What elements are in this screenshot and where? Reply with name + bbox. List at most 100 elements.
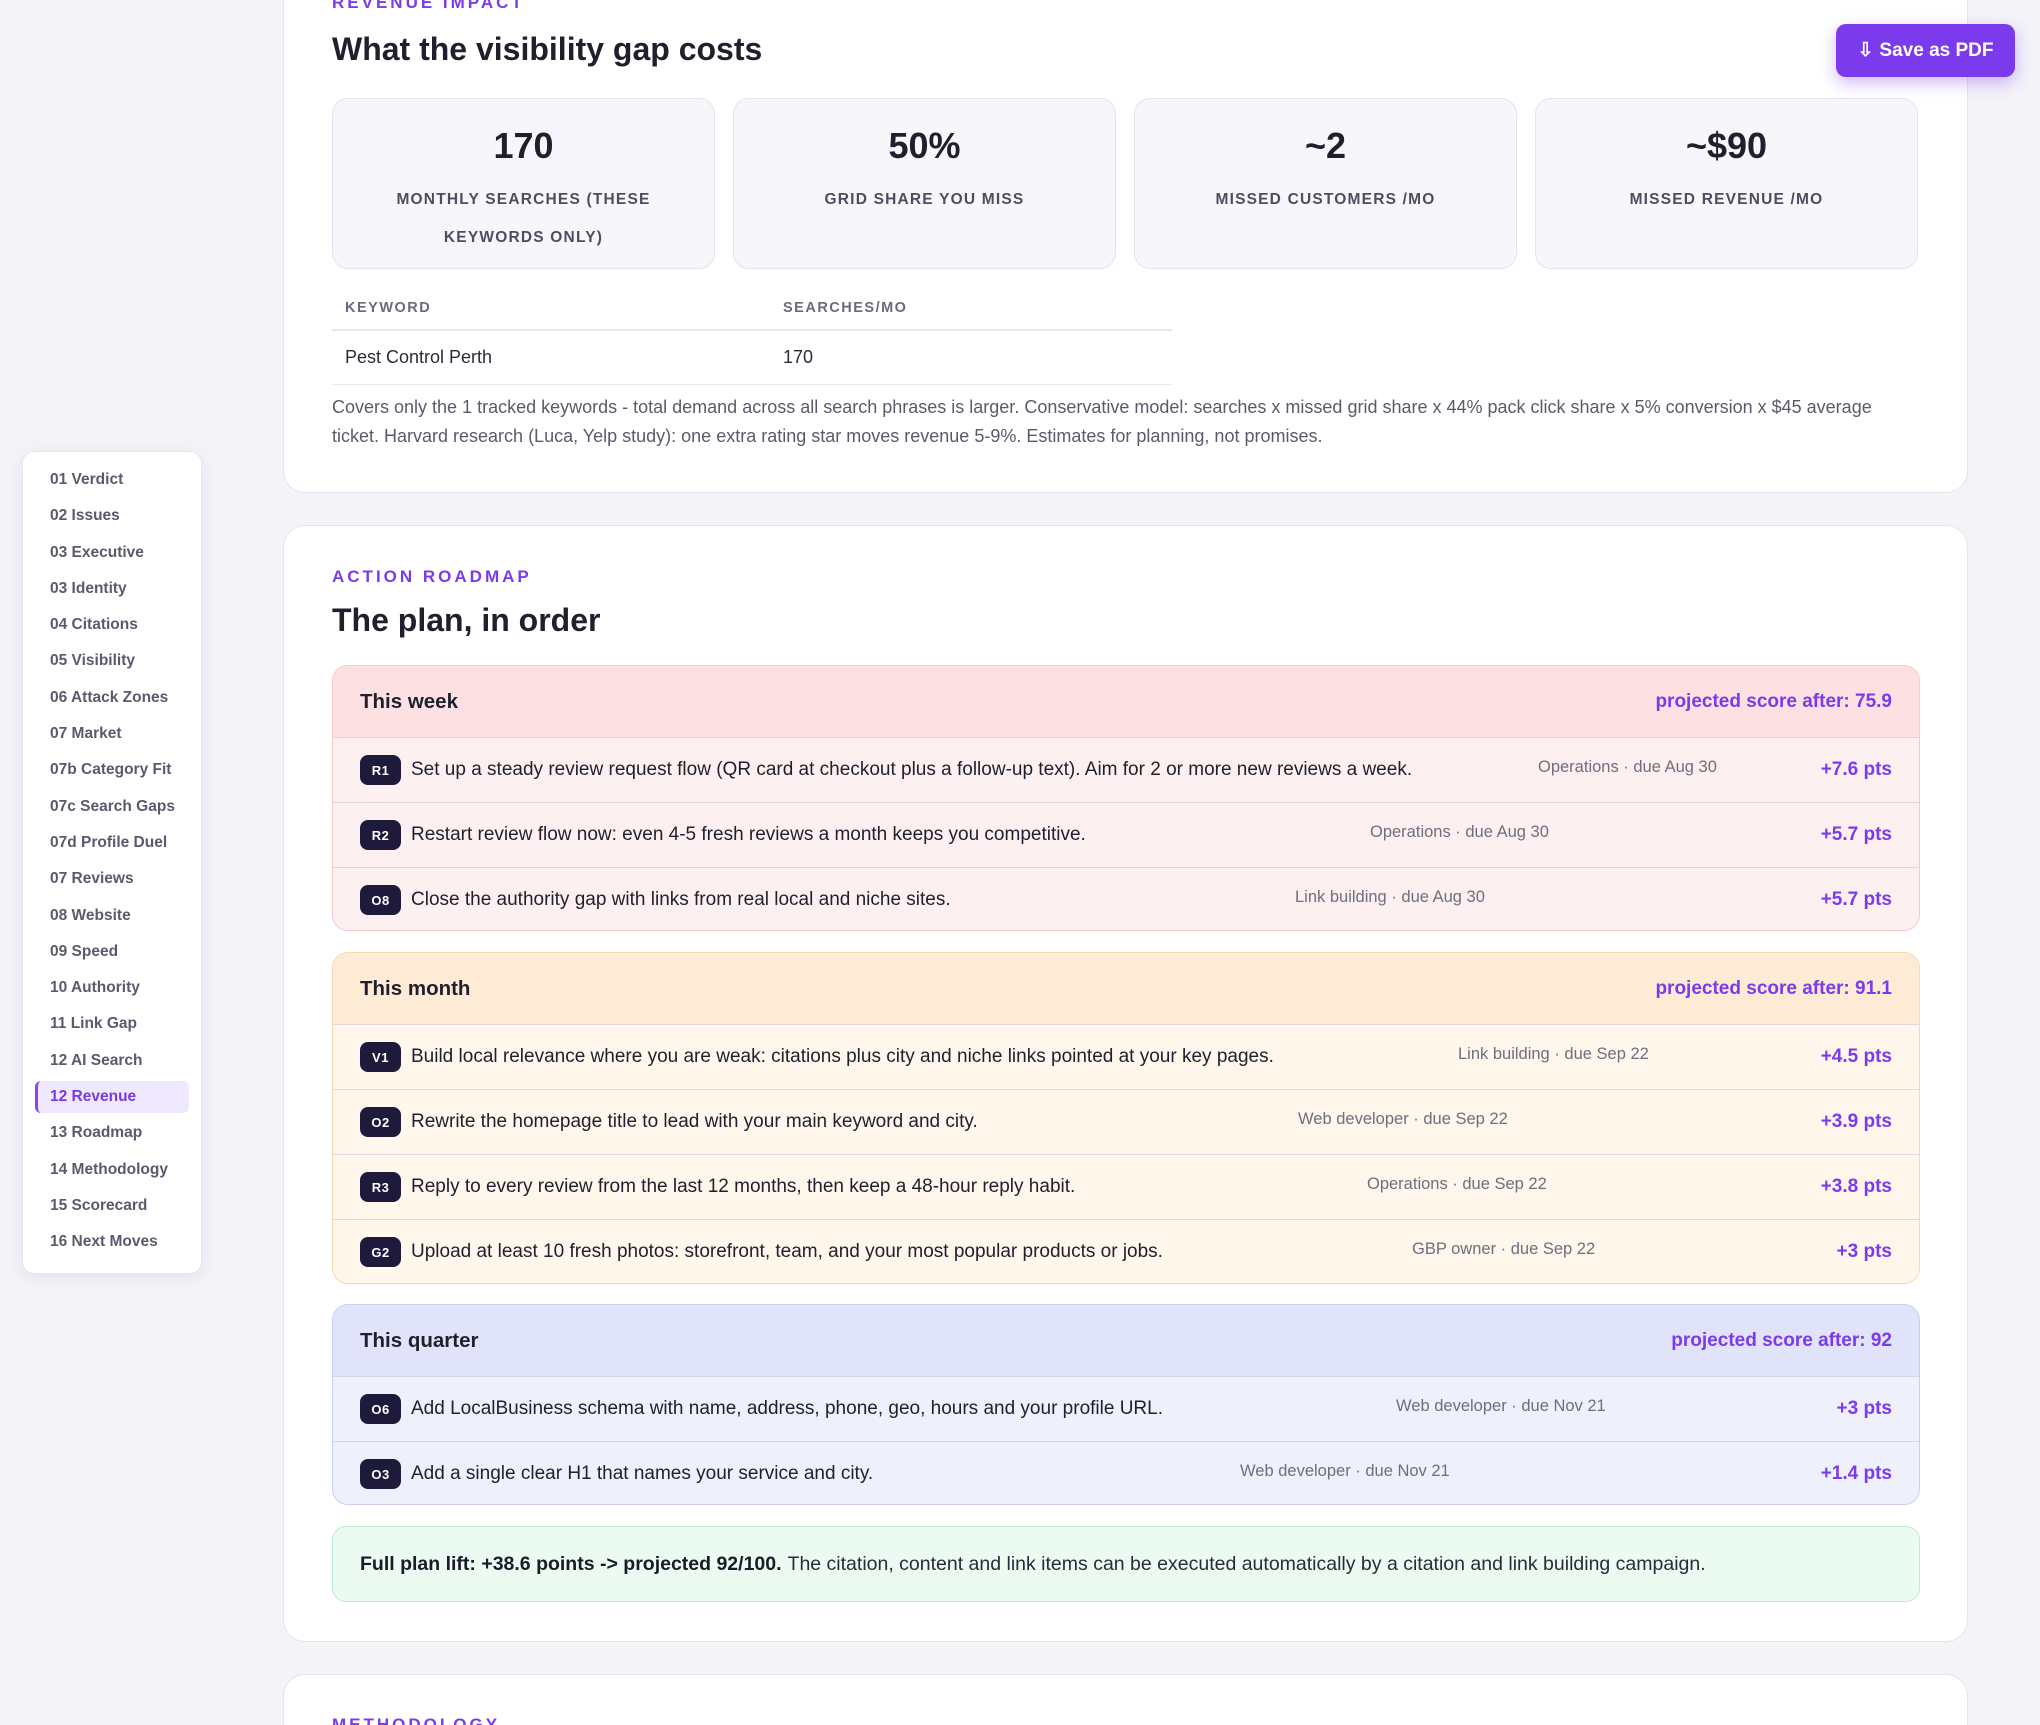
- save-button-label: Save as PDF: [1879, 39, 1994, 61]
- task-id-badge: O6: [360, 1394, 401, 1424]
- nav-item-roadmap[interactable]: 13 Roadmap: [50, 1124, 143, 1142]
- task-description: Reply to every review from the last 12 m…: [411, 1176, 1076, 1197]
- stat-missed-customers: ~2 MISSED CUSTOMERS /MO: [1134, 98, 1517, 269]
- task-points: +5.7 pts: [1820, 889, 1892, 910]
- nav-item-speed[interactable]: 09 Speed: [50, 942, 119, 960]
- task-points: +1.4 pts: [1820, 1463, 1892, 1484]
- nav-item-methodology[interactable]: 14 Methodology: [50, 1160, 168, 1178]
- task-description: Set up a steady review request flow (QR …: [411, 759, 1413, 780]
- task-owner-due: GBP owner · due Sep 22: [1412, 1240, 1596, 1258]
- nav-item-ai-search[interactable]: 12 AI Search: [50, 1051, 143, 1069]
- section-eyebrow: METHODOLOGY: [332, 1715, 501, 1725]
- nav-item-reviews[interactable]: 07 Reviews: [50, 870, 134, 888]
- nav-item-search-gaps[interactable]: 07c Search Gaps: [50, 797, 175, 815]
- roadmap-task: V1 Build local relevance where you are w…: [333, 1024, 1919, 1089]
- lift-description: The citation, content and link items can…: [787, 1552, 1706, 1575]
- column-header-searches: SEARCHES/MO: [783, 300, 908, 316]
- nav-item-website[interactable]: 08 Website: [50, 906, 131, 924]
- methodology-card: METHODOLOGY: [283, 1674, 1968, 1725]
- task-points: +3 pts: [1836, 1241, 1892, 1262]
- task-points: +3.9 pts: [1820, 1111, 1892, 1132]
- task-points: +4.5 pts: [1820, 1046, 1892, 1067]
- task-owner-due: Operations · due Aug 30: [1370, 823, 1549, 841]
- nav-item-visibility[interactable]: 05 Visibility: [50, 652, 136, 670]
- stat-label: MISSED REVENUE /MO: [1629, 191, 1824, 208]
- roadmap-group-this-quarter: This quarter projected score after: 92 O…: [332, 1304, 1920, 1505]
- roadmap-task: O3 Add a single clear H1 that names your…: [333, 1441, 1919, 1504]
- stat-label: GRID SHARE YOU MISS: [824, 191, 1025, 208]
- stat-label: MONTHLY SEARCHES (THESE KEYWORDS ONLY): [396, 191, 651, 246]
- nav-item-executive[interactable]: 03 Executive: [50, 543, 144, 561]
- roadmap-task: O8 Close the authority gap with links fr…: [333, 867, 1919, 930]
- nav-item-profile-duel[interactable]: 07d Profile Duel: [50, 833, 168, 851]
- task-owner-due: Operations · due Sep 22: [1367, 1175, 1547, 1193]
- task-points: +3.8 pts: [1820, 1176, 1892, 1197]
- stat-value: ~$90: [1685, 125, 1768, 166]
- task-description: Rewrite the homepage title to lead with …: [411, 1111, 978, 1132]
- task-description: Add a single clear H1 that names your se…: [411, 1463, 874, 1484]
- section-title: The plan, in order: [332, 602, 601, 638]
- table-header: KEYWORD SEARCHES/MO: [332, 287, 1172, 331]
- roadmap-task: R1 Set up a steady review request flow (…: [333, 737, 1919, 802]
- nav-item-citations[interactable]: 04 Citations: [50, 616, 138, 634]
- nav-item-authority[interactable]: 10 Authority: [50, 979, 140, 997]
- task-description: Restart review flow now: even 4-5 fresh …: [411, 824, 1086, 845]
- stat-grid-share: 50% GRID SHARE YOU MISS: [733, 98, 1116, 269]
- roadmap-task: O2 Rewrite the homepage title to lead wi…: [333, 1089, 1919, 1154]
- task-id-badge: G2: [360, 1237, 401, 1267]
- roadmap-task: O6 Add LocalBusiness schema with name, a…: [333, 1376, 1919, 1441]
- download-arrow-icon: ⇩: [1857, 40, 1874, 61]
- task-description: Close the authority gap with links from …: [411, 889, 951, 910]
- task-owner-due: Web developer · due Nov 21: [1240, 1462, 1450, 1480]
- task-description: Build local relevance where you are weak…: [411, 1046, 1274, 1067]
- section-title: What the visibility gap costs: [332, 31, 763, 67]
- group-title: This month: [360, 976, 471, 1000]
- save-as-pdf-button[interactable]: ⇩ Save as PDF: [1836, 24, 2015, 77]
- column-header-keyword: KEYWORD: [345, 300, 432, 316]
- task-owner-due: Link building · due Sep 22: [1458, 1045, 1649, 1063]
- nav-item-revenue[interactable]: 12 Revenue: [35, 1081, 189, 1114]
- group-header: This quarter projected score after: 92: [333, 1305, 1919, 1376]
- group-title: This week: [360, 689, 458, 713]
- task-description: Upload at least 10 fresh photos: storefr…: [411, 1241, 1163, 1262]
- task-points: +5.7 pts: [1820, 824, 1892, 845]
- revenue-impact-card: REVENUE IMPACT What the visibility gap c…: [283, 0, 1968, 493]
- projected-score: projected score after: 91.1: [1655, 977, 1892, 999]
- nav-item-next-moves[interactable]: 16 Next Moves: [50, 1233, 158, 1251]
- roadmap-group-this-month: This month projected score after: 91.1 V…: [332, 952, 1920, 1284]
- section-nav: 01 Verdict 02 Issues 03 Executive 03 Ide…: [22, 451, 202, 1274]
- nav-item-market[interactable]: 07 Market: [50, 725, 122, 743]
- projected-score: projected score after: 75.9: [1655, 690, 1892, 712]
- table-row: Pest Control Perth 170: [332, 331, 1172, 385]
- stat-value: 50%: [888, 125, 961, 166]
- task-id-badge: O8: [360, 885, 401, 915]
- task-owner-due: Web developer · due Sep 22: [1298, 1110, 1508, 1128]
- task-owner-due: Link building · due Aug 30: [1295, 888, 1485, 906]
- nav-item-issues[interactable]: 02 Issues: [50, 507, 120, 525]
- roadmap-task: G2 Upload at least 10 fresh photos: stor…: [333, 1219, 1919, 1283]
- nav-item-identity[interactable]: 03 Identity: [50, 579, 127, 597]
- nav-item-scorecard[interactable]: 15 Scorecard: [50, 1196, 148, 1214]
- stat-label: MISSED CUSTOMERS /MO: [1215, 191, 1436, 208]
- lift-summary: Full plan lift: +38.6 points -> projecte…: [360, 1552, 782, 1575]
- projected-score: projected score after: 92: [1671, 1329, 1892, 1351]
- task-description: Add LocalBusiness schema with name, addr…: [411, 1398, 1163, 1419]
- task-owner-due: Operations · due Aug 30: [1538, 758, 1717, 776]
- full-plan-lift-callout: Full plan lift: +38.6 points -> projecte…: [332, 1526, 1920, 1602]
- nav-item-attack-zones[interactable]: 06 Attack Zones: [50, 688, 169, 706]
- nav-item-link-gap[interactable]: 11 Link Gap: [50, 1015, 138, 1033]
- searches-cell: 170: [783, 347, 814, 367]
- section-eyebrow: REVENUE IMPACT: [332, 0, 525, 12]
- group-header: This month projected score after: 91.1: [333, 953, 1919, 1024]
- task-id-badge: R3: [360, 1172, 401, 1202]
- task-points: +3 pts: [1836, 1398, 1892, 1419]
- nav-item-category-fit[interactable]: 07b Category Fit: [50, 761, 172, 779]
- roadmap-group-this-week: This week projected score after: 75.9 R1…: [332, 665, 1920, 931]
- roadmap-task: R3 Reply to every review from the last 1…: [333, 1154, 1919, 1219]
- stat-missed-revenue: ~$90 MISSED REVENUE /MO: [1535, 98, 1918, 269]
- action-roadmap-card: ACTION ROADMAP The plan, in order This w…: [283, 525, 1968, 1642]
- nav-item-verdict[interactable]: 01 Verdict: [50, 471, 124, 488]
- task-points: +7.6 pts: [1820, 759, 1892, 780]
- stat-value: ~2: [1304, 125, 1347, 166]
- group-header: This week projected score after: 75.9: [333, 666, 1919, 737]
